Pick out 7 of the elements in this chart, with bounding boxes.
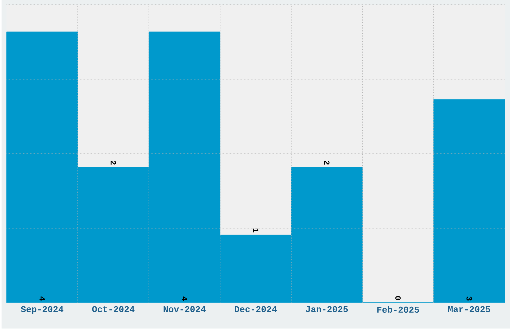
x-tick-label: Feb-2025: [378, 306, 420, 314]
x-tick-label: Oct-2024: [92, 306, 135, 313]
x-tick-label: Dec-2024: [235, 306, 278, 313]
x-tick-label: Sep-2024: [21, 306, 64, 314]
x-tick-label: Nov-2024: [164, 306, 206, 313]
x-tick-label: Jan-2025: [306, 306, 348, 313]
x-tick-label: Mar-2025: [448, 306, 490, 313]
